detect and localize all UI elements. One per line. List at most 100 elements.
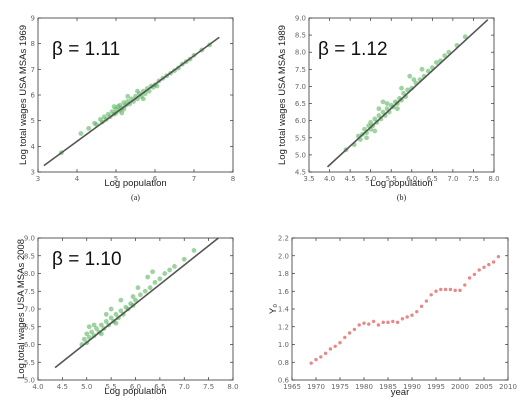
x-tick-label: 5 (114, 175, 118, 183)
x-tick-label: 7.0 (447, 175, 458, 183)
data-point (98, 322, 104, 328)
fit-line (54, 237, 219, 369)
data-point (372, 128, 378, 134)
x-tick-label: 6.5 (154, 383, 165, 391)
data-point (323, 351, 328, 356)
data-point (181, 256, 187, 262)
data-point (86, 125, 92, 131)
y-tick-label: 4 (31, 143, 36, 151)
x-axis-label: Log population (370, 178, 432, 189)
y-tick-label: 6.0 (295, 117, 306, 125)
y-tick-label: 8.0 (295, 49, 306, 57)
data-point (125, 93, 131, 99)
x-tick-label: 1970 (307, 383, 325, 391)
data-point (145, 274, 151, 280)
y-tick-label: 7.0 (24, 306, 35, 314)
x-tick-label: 8.0 (227, 383, 238, 391)
data-point (415, 309, 419, 314)
data-point (439, 287, 443, 292)
x-tick-label: 7.5 (468, 175, 479, 183)
data-point (309, 361, 313, 365)
data-point (172, 264, 177, 269)
y-tick-label: 1.6 (278, 288, 290, 296)
data-point (407, 73, 413, 79)
y-tick-label: 9.0 (295, 15, 306, 23)
y-tick-label: 8 (31, 40, 35, 48)
x-tick-label: 1985 (379, 383, 397, 391)
plot-frame (291, 237, 509, 381)
data-point (142, 288, 148, 294)
panel-b: 3.5 4.0 4.5 5.0 5.5 6.0 6.5 7.0 7.5 8.0 4.5 5.0 5.5 6… (277, 15, 500, 203)
x-tick-label: 6.0 (130, 383, 141, 391)
x-axis-label: year (391, 387, 409, 398)
data-point (367, 322, 371, 326)
plot-frame (308, 17, 495, 173)
x-tick-label: 8 (231, 175, 235, 183)
x-tick-label: 3.5 (303, 175, 314, 183)
x-tick-label: 4.0 (32, 383, 43, 391)
data-point (400, 317, 405, 321)
y-tick-label: 5.0 (295, 151, 306, 159)
x-tick-label: 2005 (475, 383, 493, 391)
data-point (443, 287, 448, 292)
data-point (458, 288, 462, 293)
data-point (442, 53, 448, 59)
data-point (376, 106, 382, 112)
y-tick-label: 5.5 (24, 359, 35, 367)
data-point (399, 85, 404, 91)
data-point (462, 34, 468, 40)
data-point (405, 87, 411, 93)
y-tick-label: 7 (31, 66, 35, 74)
data-point (424, 299, 429, 303)
data-point (118, 297, 124, 303)
panel-caption: (a) (131, 193, 140, 202)
x-tick-label: 6.5 (427, 175, 438, 183)
x-tick-label: 4 (75, 175, 80, 183)
data-point (347, 331, 352, 335)
y-tick-label: 9 (31, 15, 35, 23)
x-tick-label: 7.5 (203, 383, 214, 391)
data-point (364, 135, 369, 141)
y-tick-label: 6 (31, 92, 36, 100)
data-point (152, 279, 158, 285)
y-tick-label: 5.0 (24, 377, 35, 385)
data-point (133, 297, 138, 303)
x-tick-label: 5.5 (386, 175, 397, 183)
y-axis-label: Log total wages USA MSAs 2008 (16, 239, 27, 379)
data-point (399, 97, 404, 103)
data-point (362, 321, 366, 325)
data-point (434, 289, 438, 293)
y-tick-label: 8.5 (295, 32, 306, 40)
data-point (94, 326, 99, 331)
data-point (491, 260, 496, 264)
data-point (314, 357, 318, 362)
data-point (405, 315, 409, 319)
y-tick-label: 1.2 (278, 323, 289, 331)
data-point (113, 311, 119, 317)
data-point (319, 355, 323, 359)
data-point (381, 320, 385, 325)
y-tick-label: 6.5 (24, 323, 35, 331)
data-point (103, 319, 109, 324)
data-point (147, 285, 153, 291)
beta-annotation: β = 1.10 (52, 249, 122, 270)
x-tick-label: 3 (36, 175, 40, 183)
data-point (380, 99, 386, 105)
data-point (376, 323, 381, 327)
x-tick-label: 6.0 (406, 175, 417, 183)
y-tick-label: 2.0 (278, 252, 289, 260)
data-point (352, 327, 357, 332)
data-point (84, 331, 90, 337)
data-point (453, 288, 457, 293)
data-point (338, 341, 342, 345)
data-point (135, 88, 140, 94)
data-point (391, 319, 395, 324)
data-point (118, 308, 124, 314)
y-tick-label: 0.8 (278, 359, 289, 367)
data-point (496, 254, 501, 259)
data-point (108, 315, 114, 321)
y-tick-label: 6.0 (24, 341, 35, 349)
x-axis-label: Log population (104, 386, 166, 397)
data-point (386, 320, 390, 325)
